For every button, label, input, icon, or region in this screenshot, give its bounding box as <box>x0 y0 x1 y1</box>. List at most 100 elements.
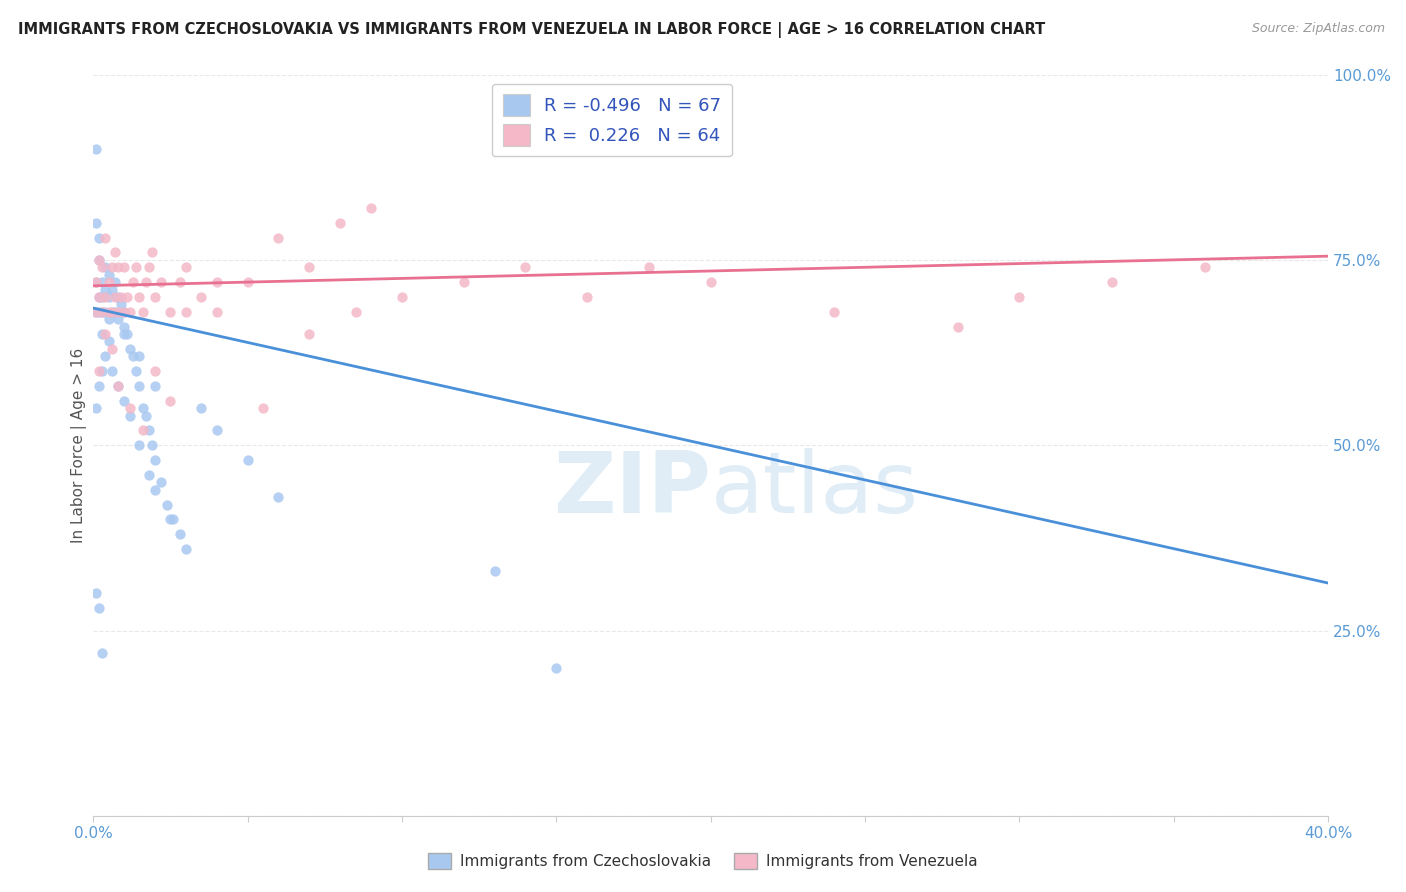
Point <box>91 305 114 319</box>
Point <box>89 305 111 319</box>
Point <box>190 401 212 416</box>
Point <box>174 260 197 275</box>
Point <box>128 290 150 304</box>
Y-axis label: In Labor Force | Age > 16: In Labor Force | Age > 16 <box>72 348 87 543</box>
Point <box>94 283 117 297</box>
Point <box>97 268 120 282</box>
Point <box>205 305 228 319</box>
Point <box>143 453 166 467</box>
Point <box>174 305 197 319</box>
Point <box>97 305 120 319</box>
Point <box>143 483 166 497</box>
Point <box>110 290 132 304</box>
Point <box>159 305 181 319</box>
Point <box>169 527 191 541</box>
Point <box>112 305 135 319</box>
Point <box>638 260 661 275</box>
Point <box>125 260 148 275</box>
Point <box>89 290 111 304</box>
Point <box>1101 275 1123 289</box>
Point <box>94 260 117 275</box>
Point <box>150 275 173 289</box>
Point <box>84 401 107 416</box>
Point <box>110 297 132 311</box>
Point <box>100 305 122 319</box>
Point <box>135 275 157 289</box>
Point <box>484 564 506 578</box>
Point <box>141 438 163 452</box>
Point <box>131 401 153 416</box>
Point <box>120 305 142 319</box>
Point <box>84 275 107 289</box>
Point <box>143 364 166 378</box>
Point <box>128 438 150 452</box>
Point <box>128 379 150 393</box>
Point <box>298 260 321 275</box>
Point <box>125 364 148 378</box>
Point <box>141 245 163 260</box>
Point <box>100 364 122 378</box>
Point <box>143 290 166 304</box>
Point <box>112 305 135 319</box>
Point <box>107 305 129 319</box>
Point <box>143 379 166 393</box>
Point <box>94 290 117 304</box>
Point <box>94 230 117 244</box>
Point <box>156 498 179 512</box>
Point <box>100 342 122 356</box>
Point <box>236 453 259 467</box>
Point <box>169 275 191 289</box>
Point <box>97 290 120 304</box>
Point <box>91 646 114 660</box>
Point <box>1194 260 1216 275</box>
Point <box>112 326 135 341</box>
Point <box>115 290 138 304</box>
Point <box>360 201 382 215</box>
Point <box>97 275 120 289</box>
Point <box>115 326 138 341</box>
Point <box>252 401 274 416</box>
Point <box>298 326 321 341</box>
Point <box>159 393 181 408</box>
Point <box>84 305 107 319</box>
Point <box>122 275 145 289</box>
Point <box>89 252 111 267</box>
Point <box>94 349 117 363</box>
Text: Source: ZipAtlas.com: Source: ZipAtlas.com <box>1251 22 1385 36</box>
Legend: Immigrants from Czechoslovakia, Immigrants from Venezuela: Immigrants from Czechoslovakia, Immigran… <box>422 847 984 875</box>
Point <box>89 252 111 267</box>
Point <box>138 467 160 482</box>
Point <box>131 305 153 319</box>
Point <box>138 260 160 275</box>
Point <box>89 290 111 304</box>
Point <box>344 305 367 319</box>
Point <box>91 326 114 341</box>
Point <box>91 275 114 289</box>
Point <box>120 401 142 416</box>
Point <box>946 319 969 334</box>
Point <box>205 423 228 437</box>
Point <box>89 379 111 393</box>
Point <box>112 319 135 334</box>
Point <box>138 423 160 437</box>
Point <box>104 275 127 289</box>
Text: ZIP: ZIP <box>553 448 710 532</box>
Point <box>128 349 150 363</box>
Point <box>150 475 173 490</box>
Point <box>120 409 142 423</box>
Point <box>453 275 475 289</box>
Point <box>97 334 120 349</box>
Point <box>91 305 114 319</box>
Point <box>84 142 107 156</box>
Point <box>131 423 153 437</box>
Point <box>236 275 259 289</box>
Point <box>100 283 122 297</box>
Point <box>104 245 127 260</box>
Point <box>104 290 127 304</box>
Point <box>107 260 129 275</box>
Point <box>94 305 117 319</box>
Point <box>107 379 129 393</box>
Point <box>823 305 845 319</box>
Point <box>576 290 599 304</box>
Point <box>329 216 352 230</box>
